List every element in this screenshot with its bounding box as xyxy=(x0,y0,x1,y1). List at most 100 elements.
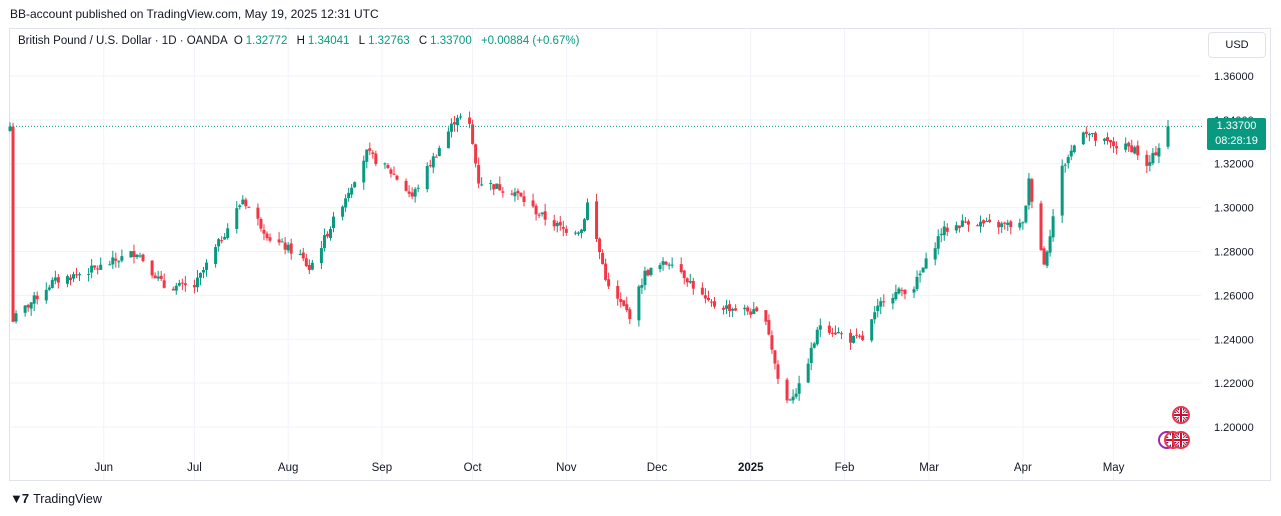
candle-body xyxy=(582,219,586,232)
candle-body xyxy=(132,251,136,257)
candle-body xyxy=(259,218,263,229)
candle-body xyxy=(936,236,940,249)
candle-body xyxy=(664,261,668,265)
x-tick-label: Apr xyxy=(1014,462,1032,474)
candle-body xyxy=(622,300,626,306)
candle-body xyxy=(728,304,732,311)
candle-body xyxy=(344,198,348,208)
candle-body xyxy=(1060,165,1064,216)
candle-body xyxy=(120,256,124,261)
candle-body xyxy=(328,229,332,238)
candle-body xyxy=(873,312,877,320)
candle-body xyxy=(564,228,568,233)
candle-body xyxy=(1166,126,1170,147)
candle-body xyxy=(855,334,859,336)
candle-body xyxy=(912,289,916,293)
candle-body xyxy=(1109,139,1113,143)
tradingview-logo-icon: ▼7 xyxy=(10,491,29,506)
candle-body xyxy=(573,232,577,234)
candle-body xyxy=(14,313,18,322)
currency-button[interactable]: USD xyxy=(1208,32,1266,58)
candle-body xyxy=(244,199,248,207)
candle-body xyxy=(350,187,354,195)
x-tick-label: Jun xyxy=(94,462,113,474)
uk-flag-event-icon[interactable] xyxy=(1172,431,1190,449)
candle-body xyxy=(945,227,949,232)
candle-body xyxy=(1042,248,1046,265)
candle-body xyxy=(882,301,886,303)
candle-body xyxy=(159,275,163,279)
candle-body xyxy=(319,248,323,264)
candle-body xyxy=(304,258,308,267)
candle-body xyxy=(56,277,60,283)
candle-body xyxy=(598,238,602,253)
candle-body xyxy=(604,263,608,280)
candle-body xyxy=(700,287,704,295)
candle-body xyxy=(649,267,653,275)
candle-body xyxy=(280,241,284,243)
candle-body xyxy=(646,270,650,276)
candle-body xyxy=(47,287,51,290)
candle-body xyxy=(833,332,837,335)
candle-body xyxy=(734,308,738,311)
candle-body xyxy=(1051,216,1055,238)
candle-body xyxy=(797,383,801,394)
candle-body xyxy=(183,283,187,286)
chart-frame xyxy=(9,28,1271,481)
candle-body xyxy=(498,184,502,191)
candle-body xyxy=(818,325,822,330)
candle-body xyxy=(915,276,919,290)
candle-body xyxy=(1090,133,1094,135)
candle-body xyxy=(8,126,12,131)
symbol-legend: British Pound / U.S. Dollar · 1D · OANDA… xyxy=(18,35,582,47)
candle-body xyxy=(410,192,414,197)
candle-body xyxy=(827,325,831,333)
candle-body xyxy=(325,233,329,237)
candle-body xyxy=(501,191,505,193)
candle-body xyxy=(1018,222,1022,228)
uk-flag-event-icon[interactable] xyxy=(1172,406,1190,424)
candle-body xyxy=(552,220,556,227)
candle-body xyxy=(1087,133,1091,136)
candle-body xyxy=(452,122,456,125)
candle-body xyxy=(725,305,729,309)
candle-body xyxy=(153,275,157,279)
candle-body xyxy=(26,305,30,308)
candle-body xyxy=(277,239,281,243)
candle-body xyxy=(982,220,986,224)
candle-body xyxy=(235,208,239,229)
candle-body xyxy=(174,285,178,291)
candle-body xyxy=(519,192,523,197)
candle-body xyxy=(65,276,69,284)
candle-body xyxy=(117,261,121,263)
candle-body xyxy=(870,319,874,341)
candle-body xyxy=(1103,138,1107,141)
candle-body xyxy=(425,165,429,190)
candle-body xyxy=(900,290,904,292)
candle-body xyxy=(99,264,103,270)
candle-body xyxy=(1136,145,1140,156)
x-tick-label: Sep xyxy=(372,462,392,474)
candle-body xyxy=(298,254,302,256)
candle-body xyxy=(468,117,472,124)
candle-body xyxy=(332,216,336,229)
symbol-name[interactable]: British Pound / U.S. Dollar · 1D · OANDA xyxy=(18,35,228,47)
candle-body xyxy=(1069,150,1073,157)
candle-body xyxy=(108,264,112,266)
candle-body xyxy=(437,148,441,157)
candle-body xyxy=(431,156,435,168)
candle-body xyxy=(628,309,632,320)
x-tick-label: May xyxy=(1103,462,1125,474)
open-value: 1.32772 xyxy=(245,35,288,47)
candle-body xyxy=(78,274,82,276)
candle-body xyxy=(960,220,964,227)
candle-body xyxy=(534,205,538,215)
candle-body xyxy=(301,252,305,259)
candle-body xyxy=(1133,147,1137,154)
candle-body xyxy=(365,149,369,162)
candle-body xyxy=(286,244,290,251)
candle-body xyxy=(1066,157,1070,164)
y-tick-label: 1.24000 xyxy=(1214,334,1254,346)
candle-body xyxy=(706,297,710,301)
